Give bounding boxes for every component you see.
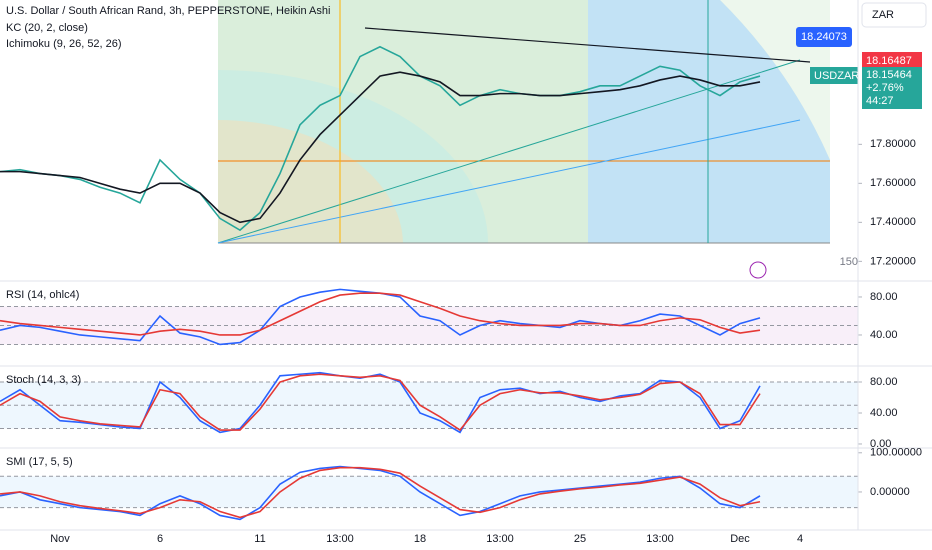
x-tick-label: 13:00 xyxy=(486,533,514,545)
series-line xyxy=(0,45,761,232)
x-tick-label: Nov xyxy=(50,533,70,545)
count-label: 150 xyxy=(840,256,858,268)
prev-label: 18.16487 xyxy=(866,55,912,67)
y-tick-label: 100.00000 xyxy=(870,447,922,459)
y-tick-label: 0.00000 xyxy=(870,486,910,498)
indicator-label: Ichimoku (9, 26, 52, 26) xyxy=(6,38,122,50)
indicator-label: KC (20, 2, close) xyxy=(6,22,88,34)
y-tick-label: 80.00 xyxy=(870,291,898,303)
y-tick-label: 0.00 xyxy=(870,438,891,450)
y-tick-label: 17.60000 xyxy=(870,177,916,189)
pane-title: RSI (14, ohlc4) xyxy=(6,289,79,301)
prev-box xyxy=(862,52,922,69)
alert-icon[interactable] xyxy=(749,261,767,279)
y-tick-label: 40.00 xyxy=(870,329,898,341)
pane-title: SMI (17, 5, 5) xyxy=(6,456,73,468)
pane-title: Stoch (14, 3, 3) xyxy=(6,374,81,386)
y-tick-label: 17.80000 xyxy=(870,138,916,150)
y-tick-label: 40.00 xyxy=(870,407,898,419)
symbol-box xyxy=(810,67,858,84)
last-box xyxy=(862,67,922,109)
series-line xyxy=(0,292,761,336)
change: +2.76% xyxy=(866,82,904,94)
y-tick-label: 17.40000 xyxy=(870,216,916,228)
series-line xyxy=(0,371,761,434)
currency-label[interactable]: ZAR xyxy=(872,9,894,21)
symbol-label: USDZAR xyxy=(814,70,859,82)
x-tick-label: 13:00 xyxy=(646,533,674,545)
series-line xyxy=(0,466,761,519)
target-box xyxy=(796,27,852,47)
series-line xyxy=(0,71,761,224)
chart-title: U.S. Dollar / South African Rand, 3h, PE… xyxy=(6,5,330,17)
drawing-tools xyxy=(217,0,830,244)
x-tick-label: 13:00 xyxy=(326,533,354,545)
countdown: 44:27 xyxy=(866,95,894,107)
target-label: 18.24073 xyxy=(801,31,847,43)
y-tick-label: 17.20000 xyxy=(870,255,916,267)
currency-button[interactable] xyxy=(861,2,927,28)
x-tick-label: 18 xyxy=(414,533,426,545)
series-line xyxy=(0,373,761,432)
series-line xyxy=(0,465,761,521)
last-price: 18.15464 xyxy=(866,69,912,81)
x-tick-label: 6 xyxy=(157,533,163,545)
x-tick-label: 11 xyxy=(254,533,265,545)
x-tick-label: Dec xyxy=(730,533,750,545)
y-tick-label: 80.00 xyxy=(870,376,898,388)
x-tick-label: 4 xyxy=(797,533,803,545)
x-tick-label: 25 xyxy=(574,533,586,545)
